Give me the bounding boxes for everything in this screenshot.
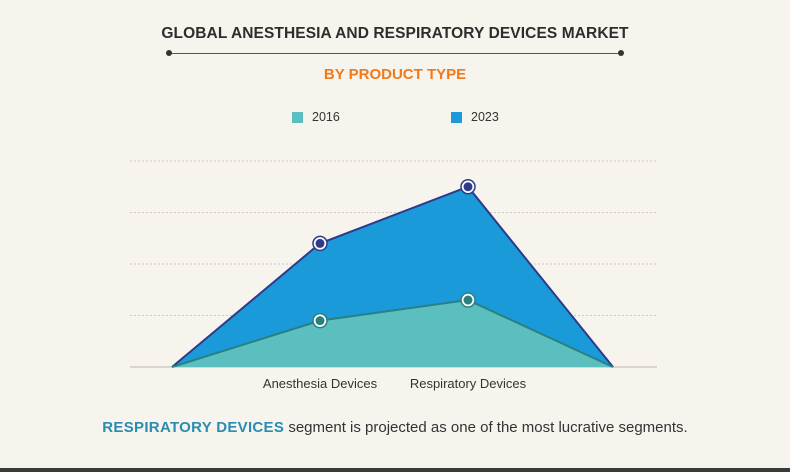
footnote: RESPIRATORY DEVICES segment is projected…: [0, 419, 790, 436]
point-marker-core-2023-2: [463, 182, 473, 192]
bottom-rule: [0, 468, 790, 472]
line-series-2016: [171, 299, 614, 368]
footnote-text: segment is projected as one of the most …: [284, 419, 688, 436]
x-tick-label: Respiratory Devices: [410, 376, 527, 391]
x-tick-label: Anesthesia Devices: [263, 376, 378, 391]
legend-label-2016: 2016: [312, 110, 340, 124]
legend-label-2023: 2023: [471, 110, 499, 124]
point-marker-core-2016-2: [463, 295, 473, 305]
title-divider-left-dot: [166, 50, 172, 56]
title-divider: [170, 53, 620, 54]
title-divider-right-dot: [618, 50, 624, 56]
point-marker-core-2016-1: [315, 316, 325, 326]
chart-subtitle: BY PRODUCT TYPE: [323, 66, 467, 83]
footnote-highlight: RESPIRATORY DEVICES: [102, 419, 285, 436]
line-series-2023: [171, 185, 614, 368]
legend-swatch-2016: [292, 111, 303, 123]
chart-title: GLOBAL ANESTHESIA AND RESPIRATORY DEVICE…: [161, 25, 629, 42]
legend-swatch-2023: [451, 111, 462, 123]
legend-item-2023: 2023: [451, 110, 499, 124]
point-marker-core-2023-1: [315, 238, 325, 248]
legend-item-2016: 2016: [292, 110, 340, 124]
